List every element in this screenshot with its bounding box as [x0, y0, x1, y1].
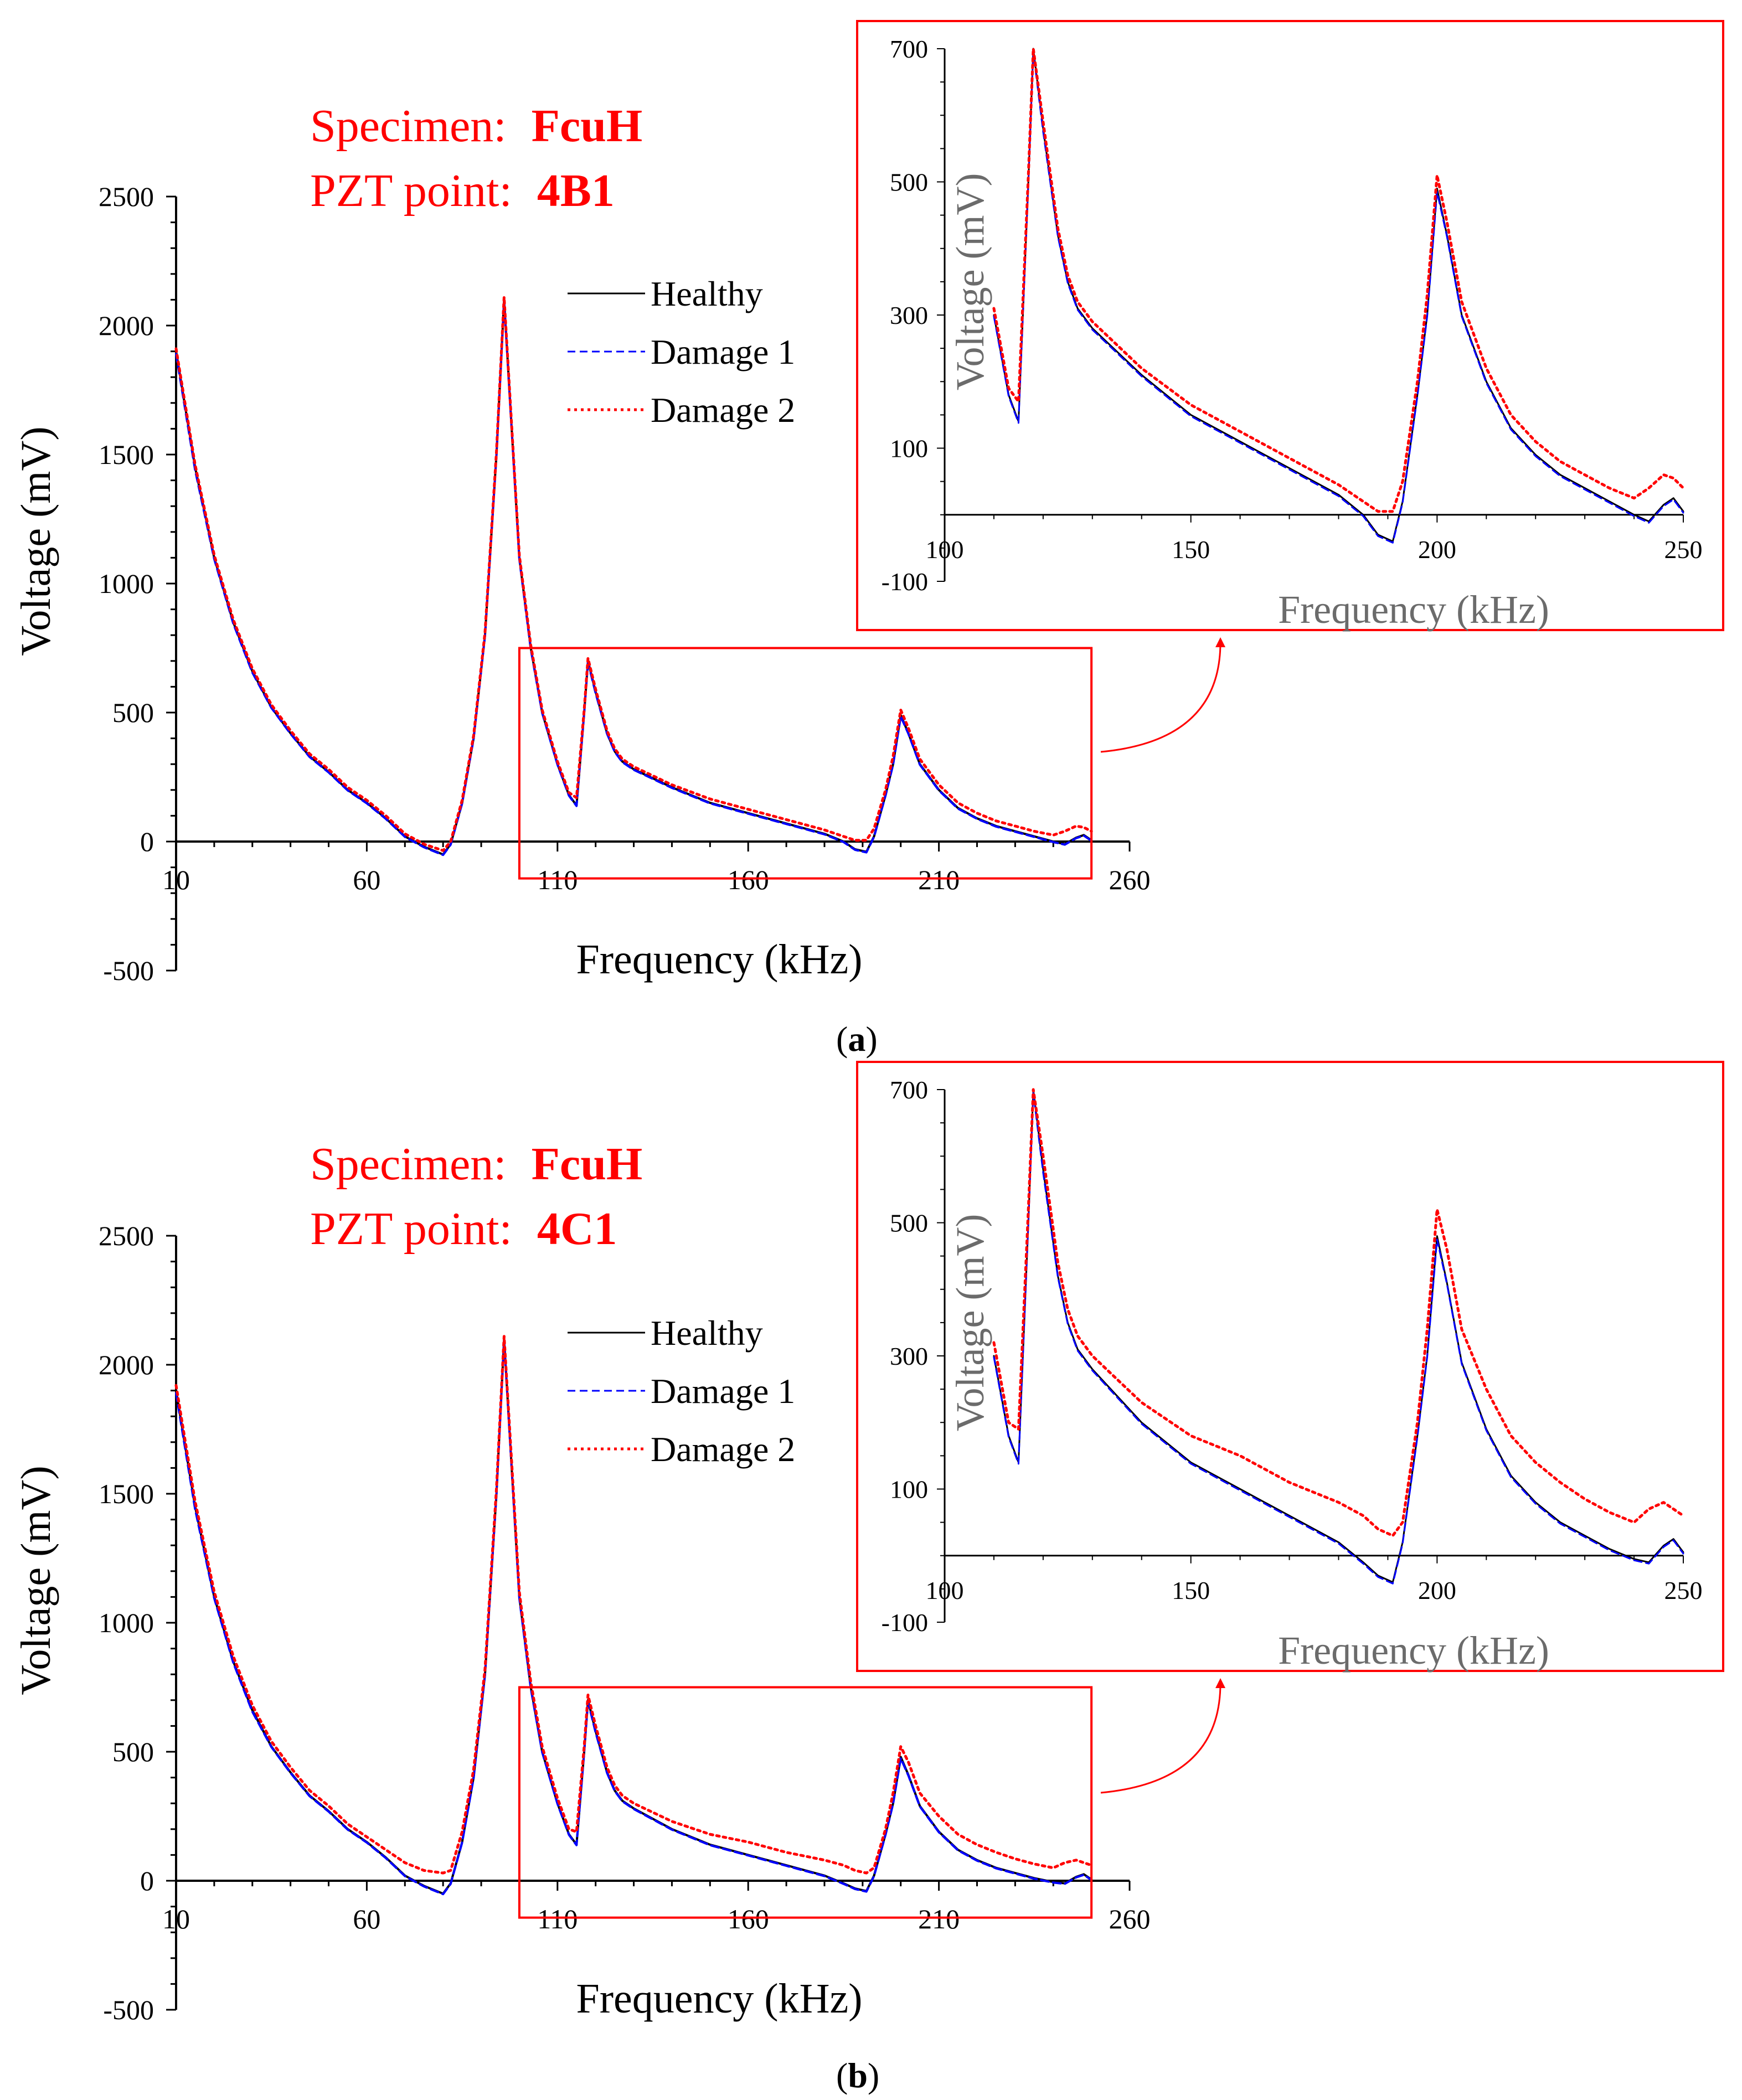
y-tick-label: 1000	[99, 1607, 154, 1638]
y-axis-label: Voltage (mV)	[13, 426, 59, 656]
x-tick-label: 10	[162, 1903, 190, 1934]
inset-y-tick-label: 100	[890, 435, 928, 463]
series-line-damage-2	[174, 296, 1093, 852]
inset-y-tick-label: -100	[882, 567, 928, 596]
x-axis-label: Frequency (kHz)	[576, 936, 862, 983]
inset-x-axis-label: Frequency (kHz)	[1278, 587, 1549, 632]
inset-series-line-damage-2	[992, 47, 1685, 513]
y-axis-label: Voltage (mV)	[13, 1466, 59, 1695]
legend-entry: Damage 2	[651, 390, 795, 430]
inset-y-tick-label: 300	[890, 301, 928, 329]
specimen-prefix-a: Specimen:	[310, 100, 507, 152]
legend-entry: Healthy	[651, 274, 763, 313]
inset-chart-a: -100 100 300 500 700 100 150 200 250 Frequency (k…	[856, 20, 1724, 632]
x-tick-label: 210	[918, 864, 960, 895]
inset-x-tick-label: 150	[1172, 1576, 1210, 1604]
inset-frame	[856, 20, 1724, 631]
inset-y-tick-label: 500	[890, 1209, 928, 1237]
inset-x-tick-label: 250	[1664, 535, 1703, 564]
x-tick-label: 110	[537, 864, 578, 895]
x-tick-label: 160	[728, 1903, 769, 1934]
panel-a: -500 0 500 1000 1500 2000 2500 10 60 110 160 210 260…	[13, 20, 1724, 1059]
inset-y-axis-label: Voltage (mV)	[948, 173, 992, 391]
legend-entry: Damage 2	[651, 1430, 795, 1469]
inset-series-line-damage-2	[992, 1088, 1685, 1537]
inset-series-line-damage-1	[993, 51, 1684, 544]
x-tick-label: 10	[162, 864, 190, 895]
y-tick-label: 2000	[99, 1349, 154, 1380]
zoom-region-box	[518, 1686, 1093, 1919]
pzt-label-b: PZT point: 4C1	[310, 1203, 617, 1255]
inset-y-tick-label: 700	[890, 35, 928, 63]
specimen-value-b: FcuH	[532, 1138, 643, 1190]
inset-x-tick-label: 200	[1418, 535, 1456, 564]
y-tick-label: 2500	[99, 1220, 154, 1251]
legend-entry: Healthy	[651, 1313, 763, 1353]
pzt-prefix-b: PZT point:	[310, 1203, 512, 1255]
x-tick-label: 260	[1109, 1903, 1151, 1934]
specimen-prefix-b: Specimen:	[310, 1138, 507, 1190]
y-tick-label: 2500	[99, 181, 154, 212]
y-tick-label: 500	[112, 1736, 154, 1767]
panel-b: -500 0 500 1000 1500 2000 2500 10 60 110 160 210 260…	[13, 1061, 1724, 2095]
pzt-prefix-a: PZT point:	[310, 165, 512, 216]
y-tick-label: 1000	[99, 568, 154, 599]
x-tick-label: 210	[918, 1903, 960, 1934]
pzt-value-b: 4C1	[537, 1203, 617, 1255]
y-tick-label: 0	[140, 1865, 154, 1896]
y-tick-label: 2000	[99, 310, 154, 341]
inset-y-axis-label: Voltage (mV)	[948, 1214, 992, 1432]
panel-label-a: (a)	[836, 1019, 878, 1059]
inset-y-tick-label: 300	[890, 1342, 928, 1370]
main-chart-b: -500 0 500 1000 1500 2000 2500 10 60 110 160 210 260…	[13, 1220, 1225, 2025]
x-tick-label: 160	[728, 864, 769, 895]
inset-y-tick-label: 100	[890, 1475, 928, 1504]
inset-x-tick-label: 200	[1418, 1576, 1456, 1604]
x-tick-label: 60	[353, 1903, 380, 1934]
inset-x-tick-label: 100	[926, 1576, 964, 1604]
y-tick-label: -500	[103, 1994, 154, 2025]
inset-y-tick-label: 500	[890, 168, 928, 197]
y-tick-label: -500	[103, 955, 154, 986]
pzt-label-a: PZT point: 4B1	[310, 165, 615, 216]
inset-x-tick-label: 250	[1664, 1576, 1703, 1604]
pzt-value-a: 4B1	[537, 165, 615, 216]
panel-label-b: (b)	[836, 2056, 879, 2095]
x-tick-label: 260	[1109, 864, 1151, 895]
inset-y-tick-label: 700	[890, 1076, 928, 1104]
legend-entry: Damage 1	[651, 332, 795, 372]
specimen-value-a: FcuH	[532, 100, 643, 152]
specimen-label-a: Specimen: FcuH	[310, 100, 642, 152]
x-axis-label: Frequency (kHz)	[576, 1975, 862, 2022]
zoom-arrow	[1100, 1678, 1225, 1794]
y-tick-label: 1500	[99, 439, 154, 470]
main-chart-a: -500 0 500 1000 1500 2000 2500 10 60 110 160 210 260…	[13, 181, 1225, 986]
series-line-damage-1	[175, 1339, 1093, 1896]
series-line-damage-2	[174, 1335, 1093, 1875]
inset-x-tick-label: 150	[1172, 535, 1210, 564]
x-tick-label: 60	[353, 864, 380, 895]
inset-frame	[856, 1061, 1724, 1672]
inset-series-line-damage-1	[993, 1092, 1684, 1585]
zoom-arrow	[1100, 637, 1225, 753]
inset-x-axis-label: Frequency (kHz)	[1278, 1628, 1549, 1673]
inset-chart-b: -100 100 300 500 700 100 150 200 250 Frequency (k…	[856, 1061, 1724, 1673]
y-tick-label: 0	[140, 826, 154, 857]
legend-entry: Damage 1	[651, 1371, 795, 1411]
zoom-region-box	[518, 647, 1093, 880]
inset-y-tick-label: -100	[882, 1608, 928, 1637]
y-tick-label: 500	[112, 697, 154, 728]
specimen-label-b: Specimen: FcuH	[310, 1138, 642, 1190]
inset-x-tick-label: 100	[926, 535, 964, 564]
x-tick-label: 110	[537, 1903, 578, 1934]
y-tick-label: 1500	[99, 1478, 154, 1509]
